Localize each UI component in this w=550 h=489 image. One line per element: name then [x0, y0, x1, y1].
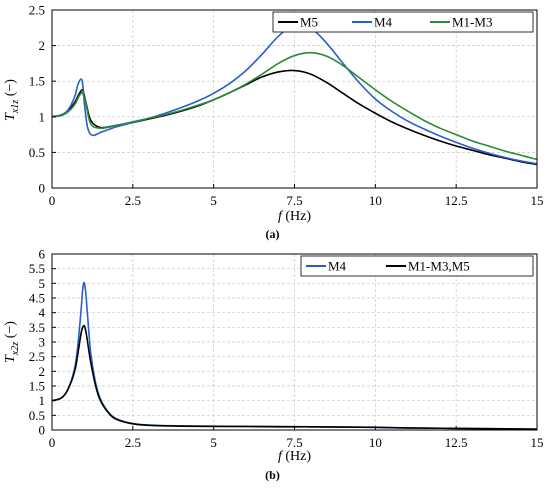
x-tick-label: 5	[210, 435, 217, 450]
legend: M5 M4 M1-M3	[272, 11, 534, 33]
chart-a: 0 2.5 5 7.5 10 12.5 15 0 0.5 1 1.5 2 2.5 Tx1z (−) f (H…	[3, 3, 544, 242]
x-axis-label-unit: (Hz)	[282, 209, 311, 224]
legend-label: M5	[300, 15, 318, 30]
y-tick-label: 4	[39, 305, 46, 320]
y-tick-label: 2	[39, 364, 46, 379]
x-tick-label: 0	[49, 193, 56, 208]
x-tick-label: 7.5	[286, 193, 302, 208]
legend-box	[272, 11, 534, 33]
y-axis-label: Tx1z (−)	[3, 79, 21, 121]
y-tick-label: 1	[39, 393, 46, 408]
y-tick-label: 0	[39, 181, 46, 196]
legend-label: M4	[328, 259, 347, 274]
x-axis-label-symbol: f	[278, 209, 284, 224]
y-axis-label: Tx2z (−)	[3, 321, 21, 363]
y-tick-label: 0.5	[29, 408, 45, 423]
x-tick-label: 10	[369, 435, 382, 450]
x-tick-label: 12.5	[445, 193, 468, 208]
y-axis-label-symbol: T	[3, 112, 18, 121]
y-tick-label: 4.5	[29, 291, 45, 306]
legend-label: M1-M3	[452, 15, 492, 30]
x-tick-label: 15	[531, 435, 544, 450]
chart-caption: (b)	[265, 468, 280, 482]
x-tick-label: 10	[369, 193, 382, 208]
x-tick-label: 2.5	[125, 193, 141, 208]
chart-caption: (a)	[266, 227, 280, 241]
x-tick-label: 15	[531, 193, 544, 208]
y-axis-label-subscript: x2z	[10, 342, 21, 356]
y-tick-label: 2	[39, 38, 46, 53]
legend-box	[300, 255, 534, 277]
y-tick-label: 0	[39, 423, 46, 438]
y-tick-label: 2.5	[29, 349, 45, 364]
x-axis-label-unit: (Hz)	[282, 449, 311, 464]
y-axis-label-unit: (−)	[3, 79, 18, 100]
y-tick-label: 1	[39, 109, 46, 124]
legend-label: M1-M3,M5	[408, 259, 470, 274]
x-axis-label-symbol: f	[278, 449, 284, 464]
y-axis-label-subscript: x1z	[10, 100, 21, 114]
x-tick-label: 2.5	[125, 435, 141, 450]
chart-b: 0 2.5 5 7.5 10 12.5 1500.511.522.533.544.555.5…	[3, 247, 544, 483]
series-line-m1-m3	[52, 51, 537, 161]
x-tick-label: 5	[210, 193, 217, 208]
x-tick-label: 0	[49, 435, 56, 450]
series-line-m4	[52, 22, 537, 165]
x-axis-label: f (Hz)	[278, 209, 311, 224]
x-tick-label: 7.5	[286, 435, 302, 450]
legend: M4 M1-M3,M5	[300, 255, 534, 277]
y-tick-label: 1.5	[29, 379, 45, 394]
y-axis-label-symbol: T	[3, 354, 18, 363]
y-tick-label: 2.5	[29, 3, 45, 18]
y-tick-label: 5.5	[29, 261, 45, 276]
y-tick-label: 5	[39, 276, 46, 291]
y-tick-label: 1.5	[29, 74, 45, 89]
x-tick-label: 12.5	[445, 435, 468, 450]
y-tick-label: 0.5	[29, 145, 45, 160]
legend-label: M4	[374, 15, 393, 30]
y-axis-label-unit: (−)	[3, 321, 18, 342]
y-tick-label: 3.5	[29, 320, 45, 335]
y-tick-label: 6	[39, 247, 46, 262]
series-line-m1-m3-m5	[52, 324, 537, 430]
y-tick-label: 3	[39, 335, 46, 350]
x-axis-label: f (Hz)	[278, 449, 311, 464]
